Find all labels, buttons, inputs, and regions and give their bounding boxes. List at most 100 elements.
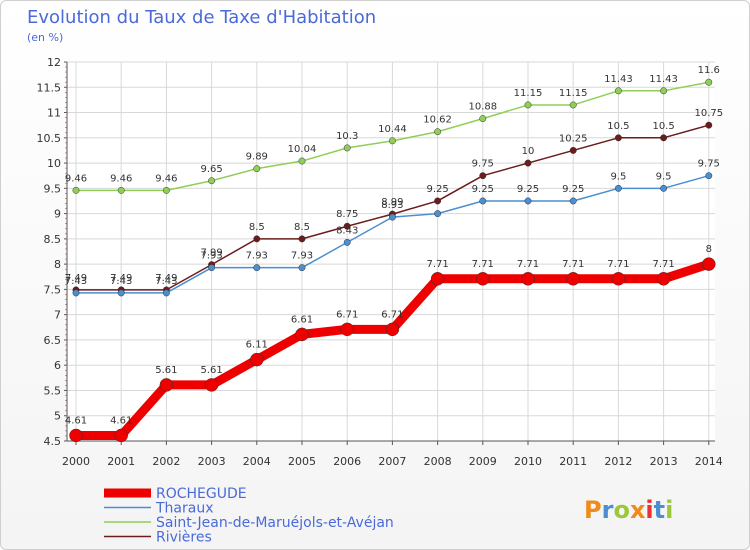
y-tick-label: 4.5 xyxy=(44,435,62,448)
data-point xyxy=(298,235,306,243)
data-label: 9.46 xyxy=(155,173,177,184)
data-point xyxy=(705,121,713,129)
data-point xyxy=(524,101,532,109)
x-tick-label: 2003 xyxy=(198,455,226,468)
data-point xyxy=(702,257,716,271)
data-point xyxy=(434,128,442,136)
data-point xyxy=(208,177,216,185)
data-label: 11.6 xyxy=(698,65,720,76)
data-point xyxy=(614,134,622,142)
data-point xyxy=(705,78,713,86)
y-tick-label: 5 xyxy=(54,410,61,423)
data-label: 11.43 xyxy=(604,74,633,85)
data-label: 7.93 xyxy=(246,251,268,262)
data-point xyxy=(614,87,622,95)
data-point xyxy=(388,137,396,145)
data-label: 10.62 xyxy=(423,115,452,126)
data-label: 7.71 xyxy=(517,259,539,270)
data-label: 10.3 xyxy=(336,131,358,142)
data-label: 10.04 xyxy=(288,144,317,155)
x-tick-label: 2012 xyxy=(604,455,632,468)
data-label: 11.15 xyxy=(514,88,543,99)
data-label: 7.71 xyxy=(562,259,584,270)
logo-letter: i xyxy=(645,496,653,524)
data-point xyxy=(521,272,535,286)
data-point xyxy=(298,157,306,165)
data-point xyxy=(479,172,487,180)
data-label: 9.25 xyxy=(472,184,494,195)
data-point xyxy=(385,322,400,337)
data-label: 8.99 xyxy=(381,197,403,208)
data-point xyxy=(656,272,671,286)
data-label: 9.75 xyxy=(472,159,494,170)
data-label: 8.43 xyxy=(336,225,358,236)
logo-letter: t xyxy=(654,496,665,524)
data-point xyxy=(614,184,622,192)
data-point xyxy=(569,101,577,109)
data-point xyxy=(69,428,83,443)
data-point xyxy=(72,289,80,297)
data-point xyxy=(524,159,532,167)
x-tick-label: 2007 xyxy=(378,455,406,468)
logo-letter: o xyxy=(613,496,630,524)
x-tick-label: 2002 xyxy=(152,455,180,468)
data-label: 4.61 xyxy=(110,415,132,426)
data-label: 7.71 xyxy=(607,259,629,270)
data-label: 6.71 xyxy=(381,309,403,320)
data-label: 9.75 xyxy=(698,159,720,170)
y-tick-label: 8 xyxy=(54,258,61,271)
data-label: 7.43 xyxy=(155,276,177,287)
data-label: 10.44 xyxy=(378,124,407,135)
y-tick-label: 7 xyxy=(54,309,61,322)
y-tick-label: 5.5 xyxy=(44,384,62,397)
data-label: 7.43 xyxy=(65,276,87,287)
data-label: 6.71 xyxy=(336,309,358,320)
y-tick-label: 10.5 xyxy=(37,132,62,145)
data-label: 7.71 xyxy=(426,259,448,270)
data-label: 10.88 xyxy=(468,102,497,113)
data-point xyxy=(295,327,309,342)
x-tick-label: 2000 xyxy=(62,455,90,468)
data-point xyxy=(208,264,216,272)
data-point xyxy=(253,264,261,272)
data-label: 10.75 xyxy=(694,108,723,119)
data-point xyxy=(253,165,261,173)
data-label: 7.99 xyxy=(200,248,222,259)
data-label: 11.15 xyxy=(559,88,588,99)
data-point xyxy=(253,235,261,243)
chart-title: Evolution du Taux de Taxe d'Habitation xyxy=(27,7,377,28)
data-point xyxy=(660,184,668,192)
data-point xyxy=(204,378,219,392)
y-tick-label: 8.5 xyxy=(44,233,62,246)
data-point xyxy=(705,172,713,180)
data-point xyxy=(340,322,354,337)
data-point xyxy=(388,213,396,221)
y-tick-label: 6.5 xyxy=(44,334,62,347)
data-point xyxy=(524,197,532,205)
data-point xyxy=(566,272,580,286)
y-tick-label: 11 xyxy=(47,107,61,120)
data-point xyxy=(569,197,577,205)
y-tick-label: 10 xyxy=(47,157,61,170)
data-point xyxy=(569,146,577,154)
data-label: 9.5 xyxy=(656,171,672,182)
data-label: 7.71 xyxy=(472,259,494,270)
data-label: 11.43 xyxy=(649,74,678,85)
data-point xyxy=(162,186,170,194)
data-point xyxy=(476,272,490,286)
data-point xyxy=(117,186,125,194)
data-label: 6.11 xyxy=(246,340,268,351)
x-tick-label: 2013 xyxy=(650,455,678,468)
data-label: 7.71 xyxy=(652,259,674,270)
data-point xyxy=(660,134,668,142)
data-label: 7.49 xyxy=(65,273,87,284)
data-point xyxy=(660,87,668,95)
data-label: 6.61 xyxy=(291,314,313,325)
data-label: 9.5 xyxy=(610,171,626,182)
data-point xyxy=(250,352,264,367)
data-point xyxy=(298,264,306,272)
data-label: 7.93 xyxy=(200,251,222,262)
x-tick-label: 2009 xyxy=(469,455,497,468)
